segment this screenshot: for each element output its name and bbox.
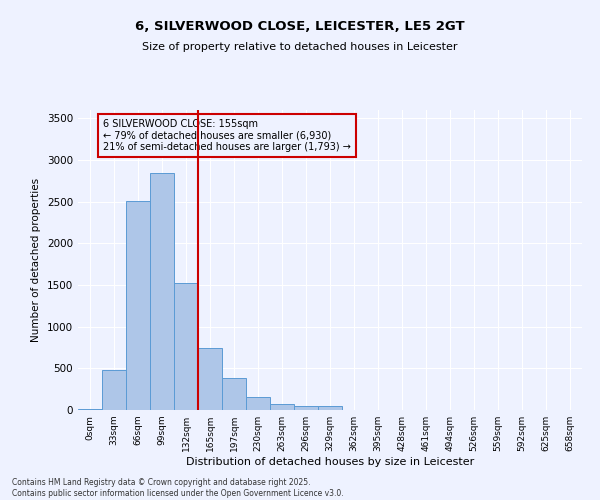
Bar xyxy=(294,406,318,410)
Text: Size of property relative to detached houses in Leicester: Size of property relative to detached ho… xyxy=(142,42,458,52)
Bar xyxy=(126,201,150,410)
Bar xyxy=(198,348,222,410)
Text: Contains HM Land Registry data © Crown copyright and database right 2025.
Contai: Contains HM Land Registry data © Crown c… xyxy=(12,478,344,498)
Bar xyxy=(174,282,198,410)
Bar xyxy=(318,406,342,410)
Bar xyxy=(78,409,102,410)
Bar xyxy=(270,404,294,410)
Text: 6 SILVERWOOD CLOSE: 155sqm
← 79% of detached houses are smaller (6,930)
21% of s: 6 SILVERWOOD CLOSE: 155sqm ← 79% of deta… xyxy=(103,119,351,152)
Y-axis label: Number of detached properties: Number of detached properties xyxy=(31,178,41,342)
Bar xyxy=(150,174,174,410)
Text: 6, SILVERWOOD CLOSE, LEICESTER, LE5 2GT: 6, SILVERWOOD CLOSE, LEICESTER, LE5 2GT xyxy=(135,20,465,33)
Bar xyxy=(222,378,246,410)
Bar xyxy=(246,396,270,410)
Bar xyxy=(102,370,126,410)
X-axis label: Distribution of detached houses by size in Leicester: Distribution of detached houses by size … xyxy=(186,457,474,467)
